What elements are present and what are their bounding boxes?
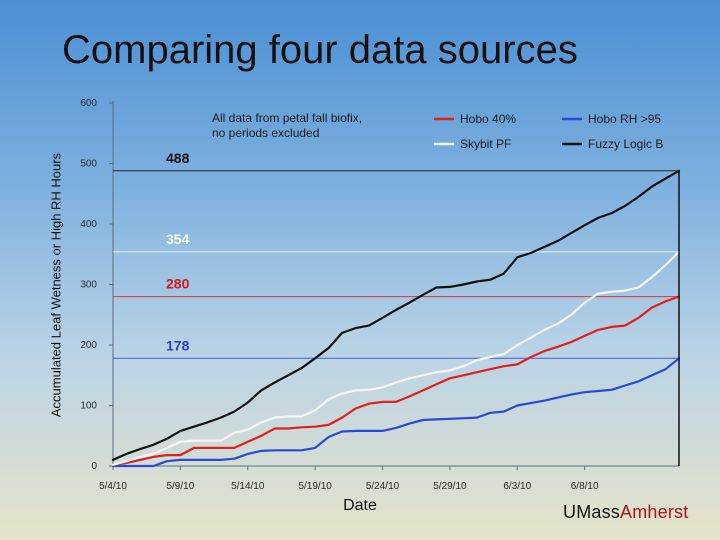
reference-lines	[113, 170, 679, 359]
x-tick-label: 5/19/10	[298, 481, 332, 492]
umass-amherst-logo: UMassAmherst	[563, 502, 688, 523]
x-tick-label: 6/3/10	[503, 481, 531, 492]
x-tick-label: 5/4/10	[99, 481, 127, 492]
final-value-label: 280	[166, 276, 190, 292]
x-tick-label: 5/24/10	[366, 481, 400, 492]
y-tick-label: 500	[80, 159, 97, 170]
series-line	[111, 169, 681, 461]
legend-label: Hobo RH >95	[588, 112, 661, 126]
series-line	[111, 295, 681, 466]
annotation: All data from petal fall biofix,no perio…	[212, 111, 362, 140]
x-tick-label: 5/29/10	[433, 481, 467, 492]
y-tick-label: 0	[91, 461, 97, 472]
series-line	[111, 250, 681, 466]
final-value-label: 178	[166, 337, 190, 353]
legend-label: Skybit PF	[460, 137, 511, 151]
slide-title: Comparing four data sources	[62, 28, 578, 72]
logo-part-umass: UMass	[563, 502, 621, 522]
logo-part-amherst: Amherst	[620, 502, 689, 522]
annotation-line: All data from petal fall biofix,	[212, 111, 362, 125]
x-axis-label: Date	[343, 497, 377, 514]
x-tick-label: 6/8/10	[571, 481, 599, 492]
x-tick-label: 5/14/10	[231, 481, 265, 492]
annotation-line: no periods excluded	[212, 126, 319, 140]
series-line	[111, 357, 681, 468]
final-value-label: 354	[166, 231, 190, 247]
legend-label: Hobo 40%	[460, 112, 516, 126]
final-value-label: 488	[166, 150, 190, 166]
y-tick-label: 100	[80, 401, 97, 412]
series-lines	[111, 169, 681, 468]
x-tick-label: 5/9/10	[166, 481, 194, 492]
y-tick-label: 200	[80, 340, 97, 351]
y-tick-label: 400	[80, 219, 97, 230]
chart-axes: 0 100 200 300 400 500 600 5/4/10 5/9/10 5/14/10 5/…	[80, 98, 679, 492]
legend-label: Fuzzy Logic B	[588, 137, 663, 151]
legend: Hobo 40% Hobo RH >95 Skybit PF Fuzzy Logic …	[434, 112, 663, 151]
y-tick-label: 600	[80, 98, 97, 109]
y-tick-label: 300	[80, 280, 97, 291]
value-labels: 280 178 354 488	[166, 150, 190, 354]
